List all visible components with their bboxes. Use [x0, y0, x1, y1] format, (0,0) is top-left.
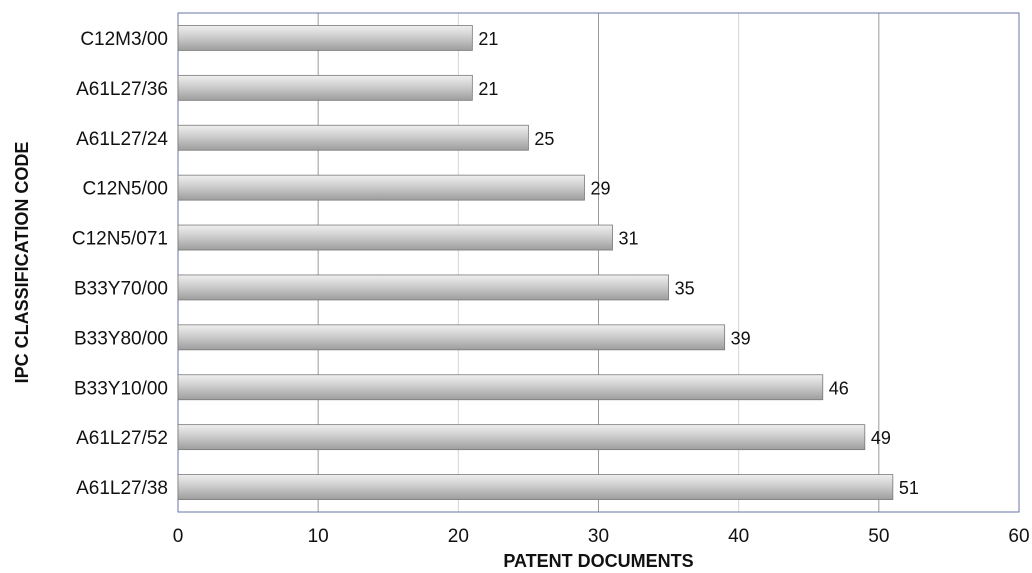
- x-tick-label-20: 20: [448, 526, 469, 547]
- y-tick-label-C12N5/071: C12N5/071: [72, 229, 168, 250]
- data-label-C12N5/00: 29: [590, 179, 610, 199]
- bars: 21 21 25 29 31 35 39 46 49 51: [177, 25, 919, 500]
- bar-A61L27/38: [177, 474, 894, 500]
- y-tick-label-C12N5/00: C12N5/00: [82, 179, 168, 200]
- x-tick-label-50: 50: [868, 526, 889, 547]
- data-label-A61L27/52: 49: [871, 428, 891, 448]
- y-tick-label-B33Y10/00: B33Y10/00: [74, 378, 168, 399]
- data-label-A61L27/24: 25: [534, 129, 554, 149]
- bar-C12N5/071: [177, 224, 613, 251]
- y-tick-label-C12M3/00: C12M3/00: [80, 29, 168, 50]
- data-label-C12N5/071: 31: [619, 229, 639, 249]
- data-label-B33Y70/00: 35: [675, 278, 695, 298]
- bar-B33Y10/00: [177, 374, 824, 401]
- plot-frame: [177, 12, 1020, 513]
- y-tick-label-A61L27/38: A61L27/38: [76, 478, 168, 499]
- bar-A61L27/52: [177, 424, 866, 451]
- y-tick-label-B33Y80/00: B33Y80/00: [74, 328, 168, 349]
- data-label-B33Y80/00: 39: [731, 328, 751, 348]
- y-tick-label-B33Y70/00: B33Y70/00: [74, 278, 168, 299]
- bar-A61L27/36: [177, 74, 473, 101]
- x-tick-label-40: 40: [728, 526, 749, 547]
- x-axis-title: PATENT DOCUMENTS: [503, 551, 693, 571]
- x-tick-label-30: 30: [588, 526, 609, 547]
- data-label-C12M3/00: 21: [478, 29, 498, 49]
- x-tick-label-10: 10: [308, 526, 329, 547]
- x-tick-label-0: 0: [173, 526, 184, 547]
- bar-C12M3/00: [177, 25, 473, 51]
- y-axis-title: IPC CLASSIFICATION CODE: [12, 142, 32, 384]
- y-tick-label-A61L27/36: A61L27/36: [76, 79, 168, 100]
- y-tick-label-A61L27/52: A61L27/52: [76, 428, 168, 449]
- bar-B33Y80/00: [177, 324, 726, 351]
- y-tick-label-A61L27/24: A61L27/24: [76, 129, 168, 150]
- bar-C12N5/00: [177, 174, 585, 201]
- x-tick-labels: 0 10 20 30 40 50 60: [173, 526, 1030, 547]
- bar-A61L27/24: [177, 124, 529, 151]
- x-tick-label-60: 60: [1008, 526, 1029, 547]
- data-label-A61L27/36: 21: [478, 79, 498, 99]
- data-label-A61L27/38: 51: [899, 478, 919, 498]
- bar-B33Y70/00: [177, 274, 669, 301]
- y-tick-labels: C12M3/00 A61L27/36 A61L27/24 C12N5/00 C12N5/…: [72, 29, 169, 499]
- data-label-B33Y10/00: 46: [829, 378, 849, 398]
